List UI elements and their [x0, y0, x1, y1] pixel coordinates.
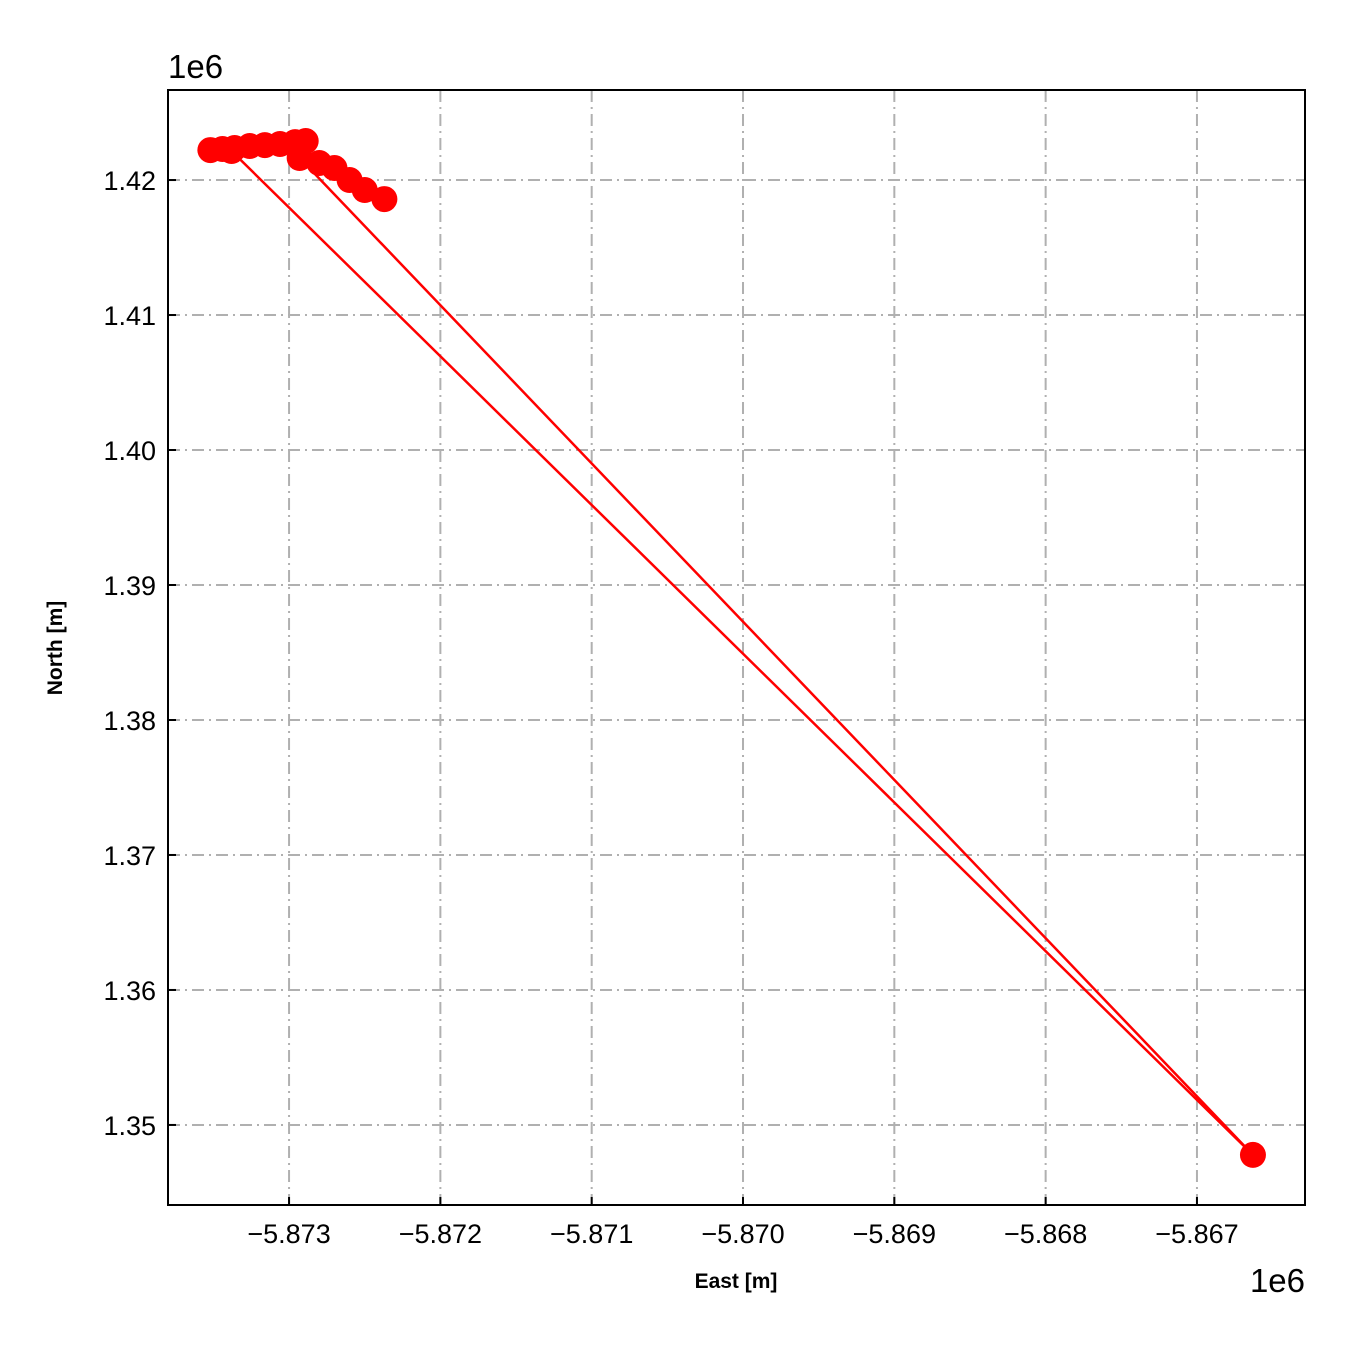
x-tick-label: −5.872 [399, 1219, 482, 1249]
y-tick-label: 1.36 [103, 976, 156, 1006]
ticks: −5.873 −5.872 −5.871 −5.870 −5.869 −5.868 −5.8… [103, 166, 1238, 1249]
y-tick-label: 1.39 [103, 571, 156, 601]
point [286, 145, 313, 172]
y-tick-label: 1.37 [103, 841, 156, 871]
x-tick-label: −5.873 [247, 1219, 330, 1249]
x-tick-label: −5.870 [701, 1219, 784, 1249]
point [1239, 1141, 1266, 1168]
point [371, 186, 398, 213]
axes-frame [167, 89, 1306, 1206]
x-offset-label: 1e6 [1250, 1262, 1305, 1299]
x-tick-label: −5.869 [853, 1219, 936, 1249]
y-tick-label: 1.38 [103, 706, 156, 736]
x-axis-label: East [m] [695, 1270, 778, 1293]
y-tick-label: 1.35 [103, 1111, 156, 1141]
y-tick-label: 1.42 [103, 166, 156, 196]
y-tick-label: 1.41 [103, 301, 156, 331]
x-tick-label: −5.867 [1155, 1219, 1238, 1249]
y-tick-label: 1.40 [103, 436, 156, 466]
point [218, 138, 245, 165]
grid [168, 90, 1305, 1205]
y-offset-label: 1e6 [168, 48, 223, 85]
x-tick-label: −5.868 [1004, 1219, 1087, 1249]
x-tick-label: −5.871 [550, 1219, 633, 1249]
y-axis-label: North [m] [44, 601, 67, 695]
point [351, 177, 378, 204]
plot-area [197, 128, 1266, 1168]
